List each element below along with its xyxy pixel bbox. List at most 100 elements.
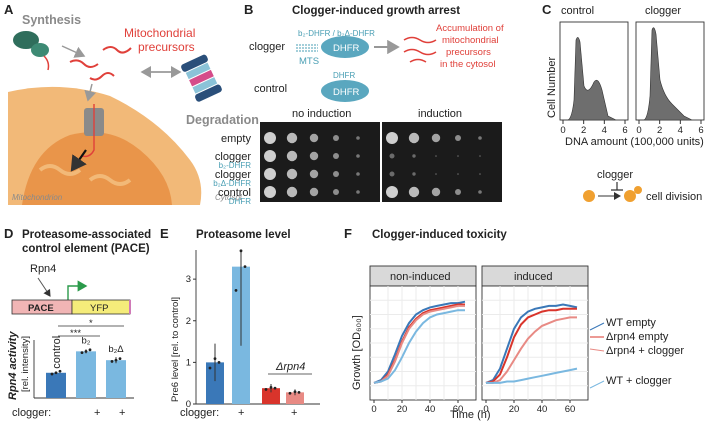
sig-2: *** [70, 328, 81, 339]
rpn4-binding-arrow [37, 277, 51, 297]
e-plus-1: + [238, 407, 244, 419]
e-bar [262, 388, 280, 404]
clogger-label: clogger [249, 41, 285, 53]
synthesis-label: Synthesis [22, 13, 81, 27]
panel-a-letter: A [4, 2, 14, 17]
import-arrow [84, 83, 97, 102]
spot [435, 155, 437, 157]
panel-f: F Clogger-induced toxicity non-induced i… [344, 226, 684, 421]
series-line [486, 367, 578, 384]
spot [356, 172, 360, 176]
spot [286, 186, 298, 198]
plate-row-labels: emptycloggerb₂-DHFRcloggerb₂Δ-DHFRcontro… [213, 133, 251, 206]
c-tick-label: 2 [581, 125, 586, 136]
c-tick-label: 6 [622, 125, 627, 136]
d-point [80, 351, 84, 355]
histogram-clogger [636, 27, 693, 121]
dhfr-label: DHFR [333, 43, 360, 54]
panel-b: B Clogger-induced growth arrest clogger … [213, 2, 504, 206]
spot [333, 153, 339, 159]
d-bar [76, 351, 96, 398]
spot [478, 136, 482, 140]
spot [408, 132, 420, 144]
f-tick-label: 60 [453, 404, 464, 415]
precursor-2 [102, 46, 132, 54]
accumulated-precursors [403, 36, 437, 63]
bud-icon [634, 186, 642, 194]
legend-entry: Δrpn4 empty [606, 331, 669, 343]
spot [408, 186, 420, 198]
control-dhfr-small: DHFR [333, 71, 355, 80]
c-tick-label: 0 [560, 125, 565, 136]
d-ylabel-line1: Rpn4 activity [7, 331, 19, 400]
c-clogger-label: clogger [645, 5, 681, 17]
e-plus-2: + [291, 407, 297, 419]
ribosome-small-icon [31, 43, 49, 57]
f-title: Clogger-induced toxicity [372, 229, 507, 241]
d-clogger-label: clogger: [12, 407, 51, 419]
spot [389, 153, 395, 159]
d-bar [46, 372, 66, 398]
plate-spots [264, 132, 482, 198]
series-line [373, 304, 465, 384]
spot [455, 135, 461, 141]
panel-d: D Proteasome-associated control element … [4, 226, 151, 419]
spot [389, 171, 395, 177]
panel-e-letter: E [160, 226, 169, 241]
e-point [264, 388, 268, 391]
rpn4-label: Rpn4 [30, 263, 56, 275]
spot [264, 132, 276, 144]
e-point [269, 385, 273, 389]
e-point [213, 357, 217, 361]
e-clogger-label: clogger: [180, 407, 219, 419]
e-point [293, 390, 297, 394]
row-sublabel: b₂-DHFR [219, 161, 252, 170]
e-point [217, 360, 221, 364]
c-tick-label: 0 [636, 125, 641, 136]
row-label: empty [221, 133, 251, 145]
spot [286, 150, 298, 162]
no-induction-label: no induction [292, 108, 351, 120]
series-line [373, 300, 466, 384]
d-ylabel-line2: [rel. intensity] [20, 336, 31, 392]
panel-c-letter: C [542, 2, 552, 17]
accumulation-line4: in the cytosol [440, 59, 495, 70]
legend-leader [589, 380, 605, 389]
d-title-line2: control element (PACE) [22, 243, 150, 255]
c-clogger-inhibitor: clogger [597, 169, 633, 181]
legend-entry: Δrpn4 + clogger [606, 345, 684, 357]
plate-induction [382, 122, 502, 202]
transcription-arrow [67, 280, 88, 300]
e-tick-label: 1 [186, 357, 191, 368]
facet-label-induced: induced [514, 271, 553, 283]
spot [356, 190, 360, 194]
spot [286, 132, 298, 144]
spot [386, 132, 398, 144]
legend-leader [589, 348, 605, 352]
spot [435, 173, 437, 175]
f-xlabel: Time (h) [450, 409, 491, 421]
d-point [88, 348, 92, 352]
histogram-control [560, 37, 617, 121]
spot [431, 133, 441, 143]
e-tick-label: 2 [186, 316, 191, 327]
f-tick-label: 0 [483, 404, 488, 415]
legend-entry: WT empty [606, 317, 656, 329]
control-label: control [254, 83, 287, 95]
spot [431, 187, 441, 197]
legend-entry: WT + clogger [606, 375, 672, 387]
series-line [485, 307, 577, 384]
d-point [54, 371, 58, 375]
spot [264, 168, 276, 180]
f-tick-label: 20 [509, 404, 520, 415]
f-tick-label: 20 [397, 404, 408, 415]
row-label: clogger [215, 151, 251, 163]
e-tick-label: 3 [186, 274, 191, 285]
panel-a: A Synthesis Mitochondrial precursors Deg… [4, 2, 259, 205]
synthesis-arrow [61, 45, 86, 58]
proteasome-icon [181, 54, 222, 102]
c-ylabel: Cell Number [546, 57, 558, 118]
spot [457, 155, 459, 157]
